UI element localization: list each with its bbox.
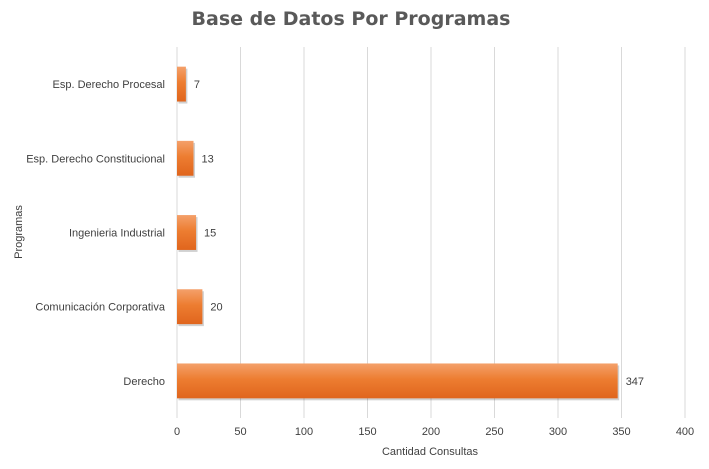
category-label: Esp. Derecho Constitucional — [26, 153, 165, 165]
bar-1 — [177, 66, 186, 102]
category-label: Comunicación Corporativa — [35, 302, 165, 314]
data-label: 347 — [626, 376, 644, 388]
data-label: 7 — [194, 79, 200, 91]
x-tick-label: 0 — [174, 426, 180, 438]
data-label: 13 — [202, 153, 214, 165]
x-tick-label: 100 — [295, 426, 313, 438]
chart-title: Base de Datos Por Programas — [192, 8, 511, 30]
bar-3 — [177, 215, 197, 250]
y-axis-title: Programas — [13, 205, 25, 259]
gridlines — [176, 47, 686, 418]
x-tick-label: 50 — [234, 426, 246, 438]
category-label: Ingenieria Industrial — [69, 228, 165, 240]
bar-4 — [177, 289, 203, 325]
x-tick-label: 200 — [422, 426, 440, 438]
bar-5 — [177, 363, 618, 399]
data-label: 20 — [210, 302, 222, 314]
category-label: Esp. Derecho Procesal — [53, 79, 166, 91]
x-tick-label: 400 — [676, 426, 694, 438]
bar-2 — [177, 140, 194, 176]
labels: 0 50 100 150 200 250 300 350 400 Esp. Derecho Pro… — [26, 79, 694, 438]
x-tick-label: 250 — [485, 426, 503, 438]
x-axis-title: Cantidad Consultas — [382, 446, 479, 458]
category-label: Derecho — [123, 376, 165, 388]
x-tick-label: 300 — [549, 426, 567, 438]
data-label: 15 — [204, 228, 216, 240]
bars — [177, 66, 620, 401]
x-tick-label: 150 — [358, 426, 376, 438]
x-tick-label: 350 — [612, 426, 630, 438]
